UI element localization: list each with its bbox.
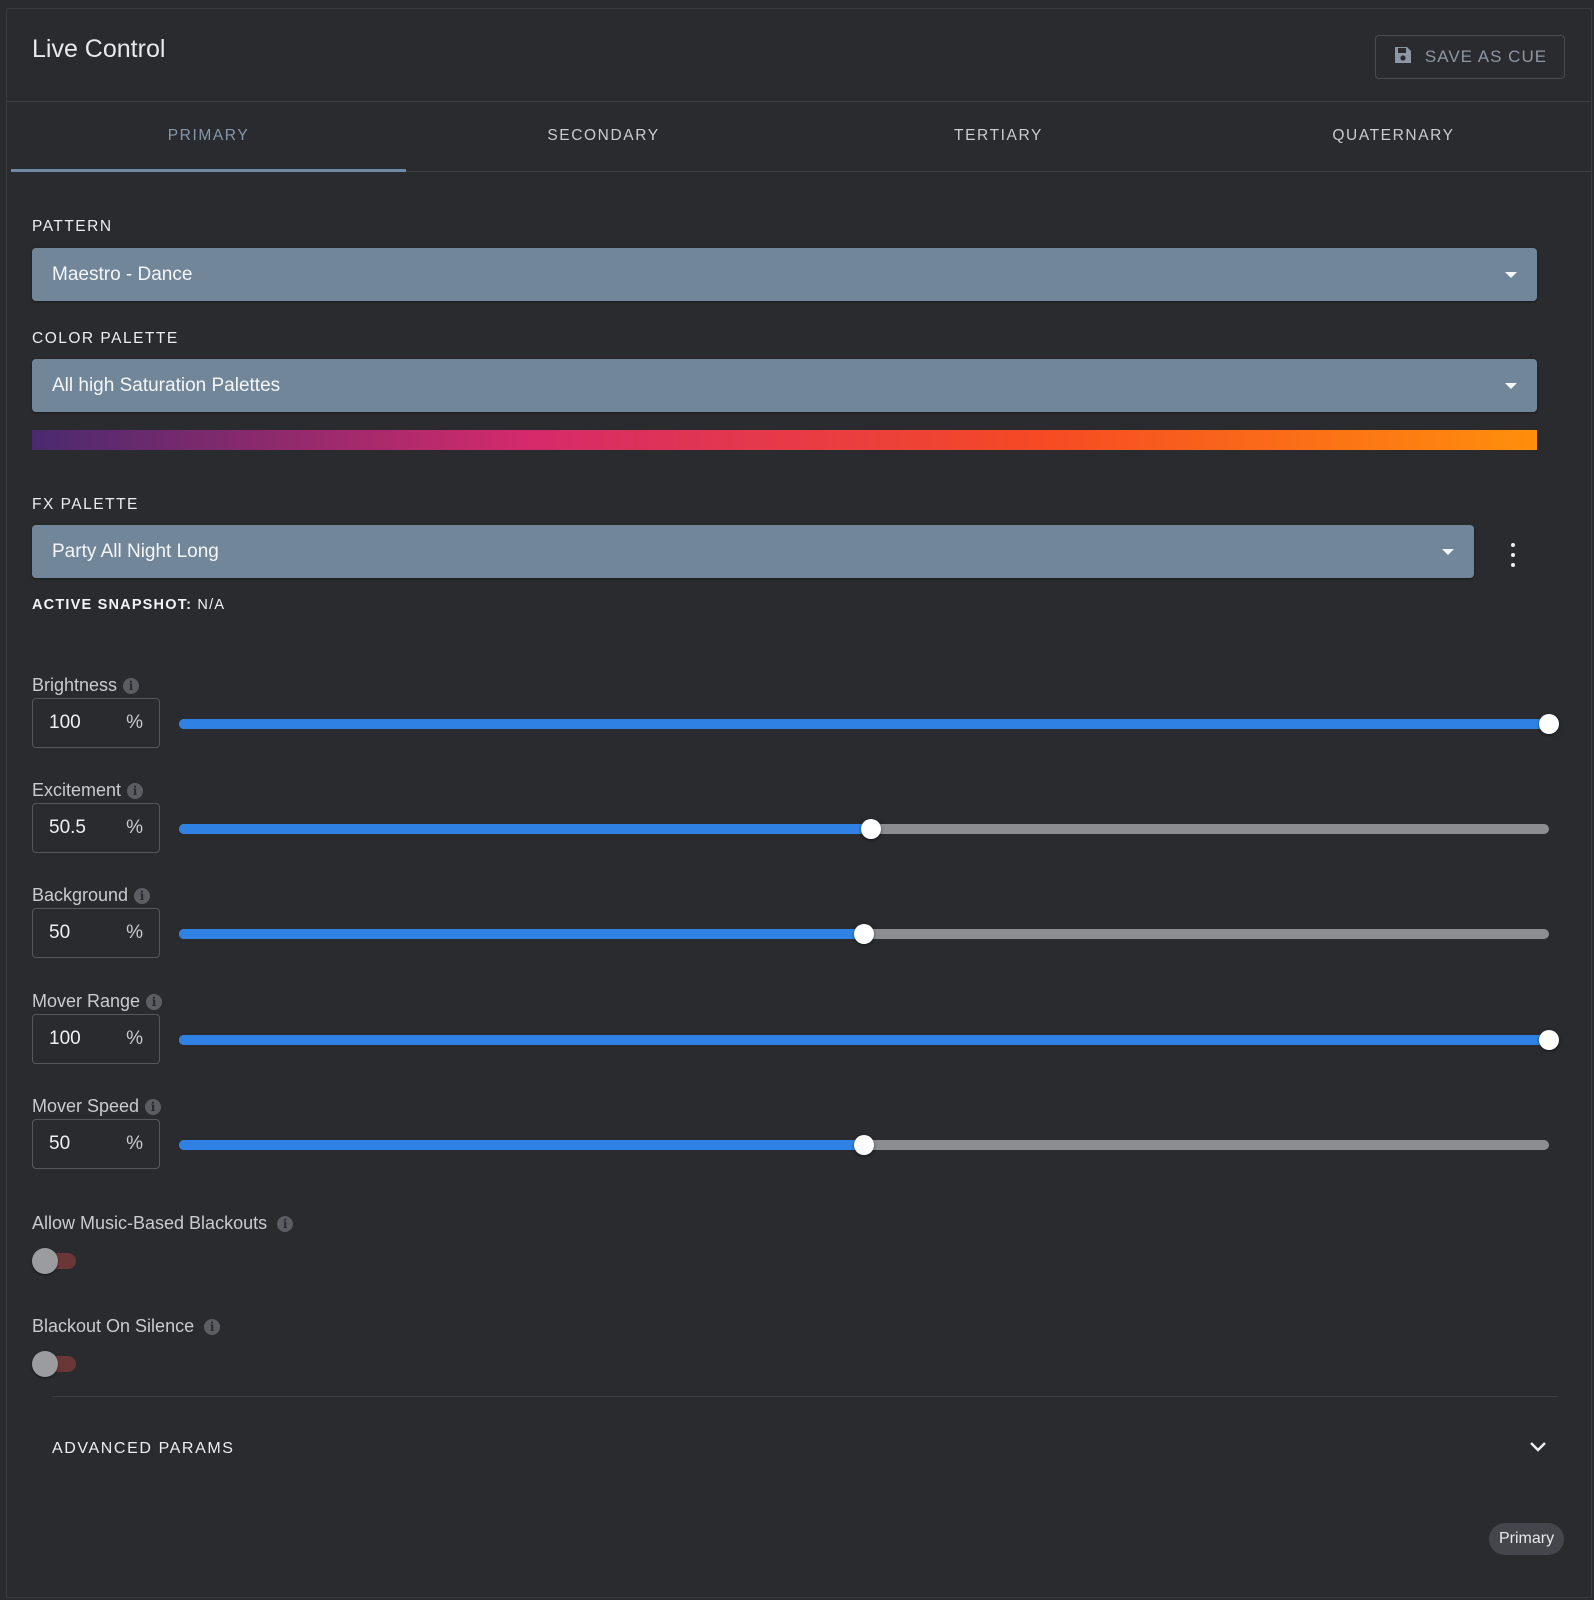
input-value: 50: [49, 1133, 71, 1154]
active-snapshot-label: ACTIVE SNAPSHOT:: [32, 597, 193, 613]
blackout-on-silence-setting: Blackout On Silence i: [32, 1316, 221, 1377]
info-icon[interactable]: i: [146, 993, 163, 1010]
slider-label: Mover Speed: [32, 1096, 140, 1116]
slider-fill: [179, 824, 871, 834]
info-icon[interactable]: i: [123, 677, 140, 694]
blackout-on-silence-toggle[interactable]: [32, 1351, 78, 1377]
toggle-label: Blackout On Silence: [32, 1316, 195, 1336]
unit-label: %: [126, 817, 143, 838]
info-icon[interactable]: i: [204, 1318, 221, 1335]
slider-fill: [179, 1140, 864, 1150]
fx-palette-select[interactable]: Party All Night Long: [32, 525, 1474, 578]
dropdown-arrow-icon: [1505, 271, 1517, 278]
background-slider-track[interactable]: [179, 924, 1549, 944]
save-icon: [1393, 45, 1413, 70]
slider-thumb[interactable]: [1539, 714, 1559, 734]
mover-speed-slider-track[interactable]: [179, 1135, 1549, 1155]
slider-label: Excitement: [32, 780, 122, 800]
panel-title: Live Control: [32, 35, 166, 63]
slider-label: Mover Range: [32, 991, 141, 1011]
unit-label: %: [126, 1028, 143, 1049]
toggle-label: Allow Music-Based Blackouts: [32, 1213, 268, 1233]
input-value: 100: [49, 1028, 81, 1049]
color-palette-gradient-preview: [32, 430, 1537, 450]
tab-primary[interactable]: PRIMARY: [11, 101, 406, 172]
slider-thumb[interactable]: [860, 819, 881, 839]
fx-palette-label: FX PALETTE: [32, 496, 139, 513]
divider: [52, 1396, 1557, 1397]
info-icon[interactable]: i: [134, 887, 151, 904]
mover-range-slider-track[interactable]: [179, 1030, 1559, 1050]
slider-fill: [179, 719, 1549, 729]
save-as-cue-button[interactable]: SAVE AS CUE: [1375, 35, 1565, 79]
slider-brightness: Brightness i 100%: [32, 675, 1562, 767]
active-snapshot: ACTIVE SNAPSHOT: N/A: [32, 597, 225, 613]
unit-label: %: [126, 922, 143, 943]
slider-mover-range: Mover Range i 100%: [32, 991, 1562, 1083]
info-icon[interactable]: i: [127, 782, 144, 799]
slider-label: Background: [32, 885, 129, 905]
panel-header: Live Control SAVE AS CUE: [7, 9, 1591, 102]
mover-range-input[interactable]: 100%: [32, 1014, 160, 1064]
slider-excitement: Excitement i 50.5%: [32, 780, 1562, 872]
info-icon[interactable]: i: [145, 1098, 162, 1115]
chevron-down-icon: [1529, 1440, 1547, 1458]
slider-fill: [179, 929, 864, 939]
excitement-input[interactable]: 50.5%: [32, 803, 160, 853]
music-blackouts-toggle[interactable]: [32, 1248, 78, 1274]
tab-tertiary[interactable]: TERTIARY: [954, 127, 1043, 144]
save-as-cue-label: SAVE AS CUE: [1424, 47, 1548, 66]
active-snapshot-value: N/A: [197, 597, 226, 613]
unit-label: %: [126, 712, 143, 733]
tab-quaternary[interactable]: QUATERNARY: [1332, 127, 1455, 144]
brightness-slider-track[interactable]: [179, 714, 1559, 734]
slider-thumb[interactable]: [854, 1135, 874, 1155]
music-blackouts-setting: Allow Music-Based Blackouts i: [32, 1213, 294, 1274]
slider-thumb[interactable]: [1539, 1030, 1559, 1050]
more-options-icon[interactable]: [1503, 539, 1523, 571]
slider-mover-speed: Mover Speed i 50%: [32, 1096, 1562, 1188]
live-control-panel: Live Control SAVE AS CUE PRIMARY SECONDA…: [6, 8, 1592, 1598]
slider-fill: [179, 1035, 1549, 1045]
dropdown-arrow-icon: [1505, 382, 1517, 389]
fx-palette-select-value: Party All Night Long: [52, 540, 219, 562]
input-value: 50: [49, 922, 71, 943]
pattern-label: PATTERN: [32, 218, 113, 235]
dropdown-arrow-icon: [1442, 548, 1454, 555]
input-value: 50.5: [49, 817, 86, 838]
slider-thumb[interactable]: [854, 924, 874, 944]
info-icon[interactable]: i: [277, 1215, 294, 1232]
pattern-select-value: Maestro - Dance: [52, 263, 193, 285]
slider-background: Background i 50%: [32, 885, 1562, 977]
color-palette-label: COLOR PALETTE: [32, 330, 179, 347]
tab-secondary[interactable]: SECONDARY: [547, 127, 660, 144]
slider-label: Brightness: [32, 675, 118, 695]
background-input[interactable]: 50%: [32, 908, 160, 958]
pattern-select[interactable]: Maestro - Dance: [32, 248, 1537, 301]
excitement-slider-track[interactable]: [179, 819, 1549, 839]
color-palette-select-value: All high Saturation Palettes: [52, 374, 281, 396]
unit-label: %: [126, 1133, 143, 1154]
tab-bar: PRIMARY SECONDARY TERTIARY QUATERNARY: [11, 101, 1591, 172]
mover-speed-input[interactable]: 50%: [32, 1119, 160, 1169]
brightness-input[interactable]: 100%: [32, 698, 160, 748]
input-value: 100: [49, 712, 81, 733]
advanced-params-label: ADVANCED PARAMS: [52, 1440, 235, 1457]
advanced-params-accordion[interactable]: ADVANCED PARAMS: [52, 1429, 1557, 1469]
color-palette-select[interactable]: All high Saturation Palettes: [32, 359, 1537, 412]
primary-chip: Primary: [1489, 1523, 1565, 1555]
